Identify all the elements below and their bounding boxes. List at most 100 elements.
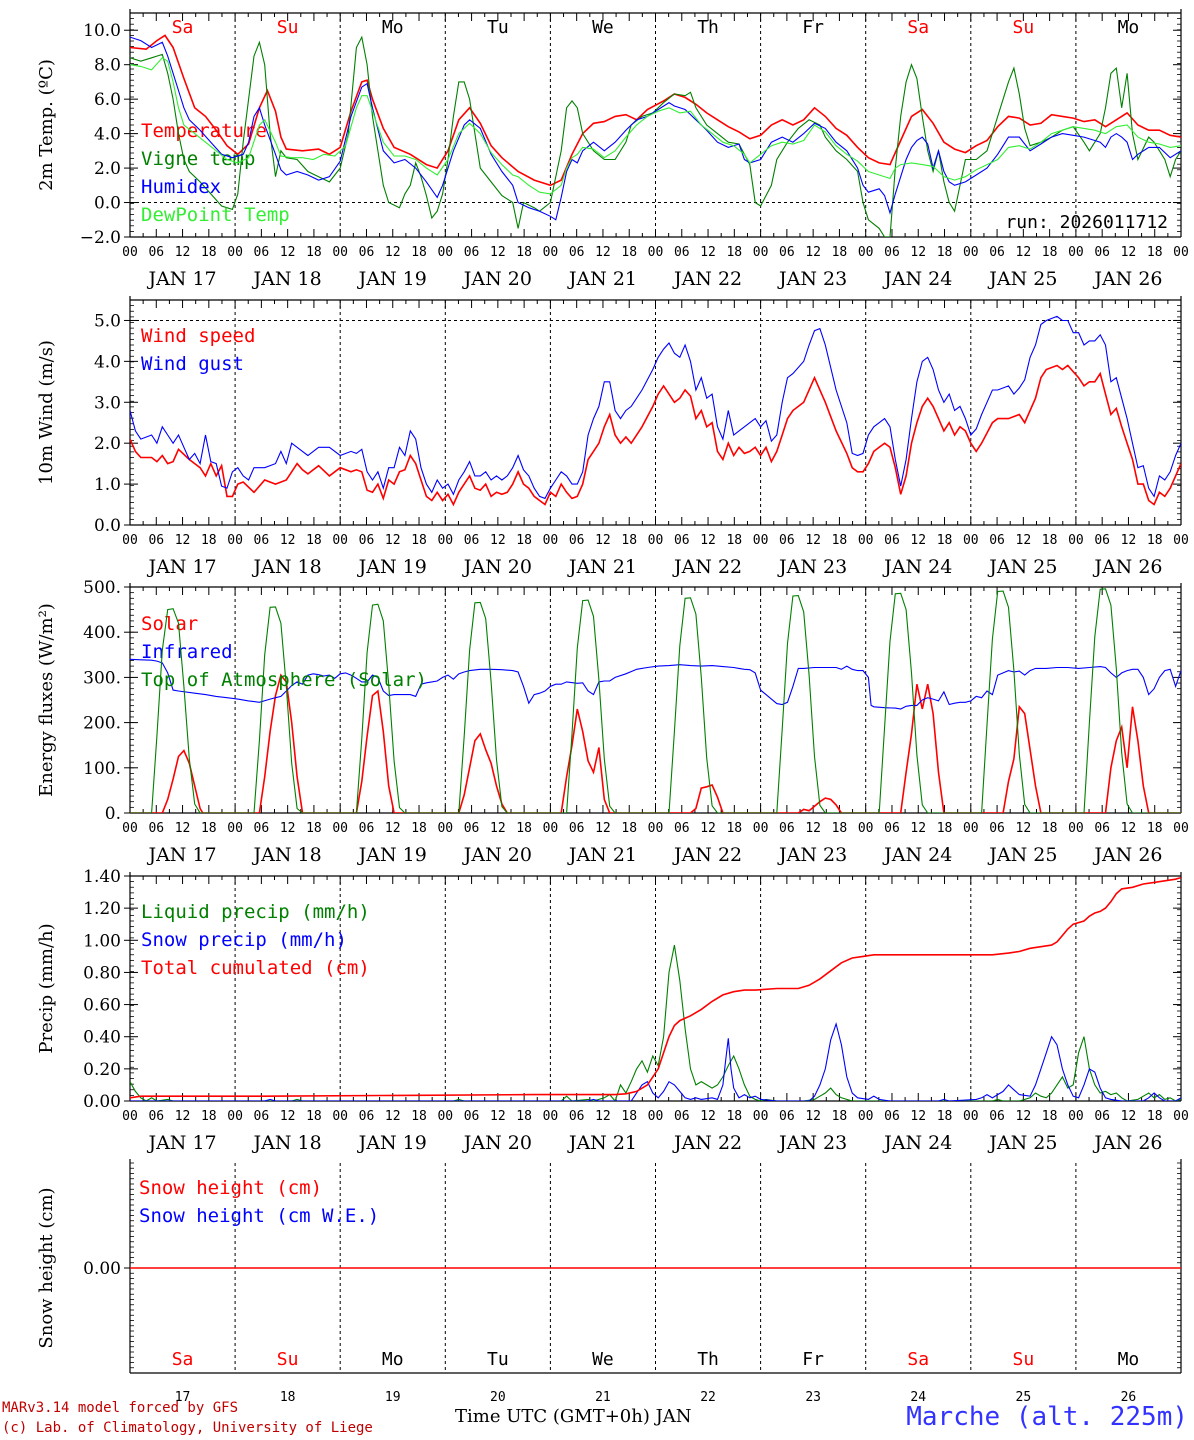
x-hour-label: 06 bbox=[254, 1109, 270, 1124]
x-hour-label: 12 bbox=[385, 1109, 401, 1124]
x-hour-label: 18 bbox=[726, 821, 742, 836]
x-date-label: JAN 22 bbox=[672, 268, 742, 290]
y-tick-label: 1.40 bbox=[83, 867, 121, 887]
x-hour-label: 06 bbox=[359, 533, 375, 548]
credit-model: MARv3.14 model forced by GFS bbox=[2, 1400, 239, 1416]
x-hour-label: 06 bbox=[464, 821, 480, 836]
x-date-label: JAN 25 bbox=[987, 268, 1057, 290]
day-name: Fr bbox=[802, 17, 824, 38]
x-date-label: JAN 24 bbox=[882, 1132, 952, 1154]
x-hour-label: 06 bbox=[989, 821, 1005, 836]
x-date-label: JAN 20 bbox=[462, 268, 532, 290]
x-hour-label: 06 bbox=[779, 533, 795, 548]
day-name: Sa bbox=[172, 17, 194, 38]
x-hour-label: 06 bbox=[254, 821, 270, 836]
x-hour-label: 06 bbox=[464, 533, 480, 548]
day-name: Su bbox=[277, 17, 299, 38]
x-hour-label: 12 bbox=[910, 533, 926, 548]
x-hour-label: 00 bbox=[227, 533, 243, 548]
x-hour-label: 12 bbox=[280, 1109, 296, 1124]
x-hour-label: 12 bbox=[175, 1109, 191, 1124]
x-date-label: JAN 24 bbox=[882, 556, 952, 578]
legend-entry: Total cumulated (cm) bbox=[141, 957, 370, 979]
day-name: Su bbox=[277, 1349, 299, 1370]
y-tick-label: 0.20 bbox=[83, 1060, 121, 1080]
x-hour-label: 18 bbox=[306, 1109, 322, 1124]
x-hour-label: 18 bbox=[621, 533, 637, 548]
x-hour-label: 00 bbox=[1173, 1109, 1189, 1124]
x-hour-label: 00 bbox=[753, 245, 769, 260]
x-hour-label: 12 bbox=[700, 533, 716, 548]
x-date-label: JAN 20 bbox=[462, 1132, 532, 1154]
legend-entry: DewPoint Temp bbox=[141, 204, 290, 226]
x-hour-label: 18 bbox=[726, 533, 742, 548]
x-hour-label: 00 bbox=[648, 533, 664, 548]
legend-entry: Snow height (cm) bbox=[139, 1177, 322, 1199]
credit-lab: (c) Lab. of Climatology, University of L… bbox=[2, 1420, 373, 1436]
y-tick-label: 100. bbox=[83, 759, 121, 779]
x-hour-label: 18 bbox=[411, 533, 427, 548]
x-hour-label: 18 bbox=[306, 821, 322, 836]
x-date-label: JAN 22 bbox=[672, 844, 742, 866]
x-hour-label: 00 bbox=[437, 533, 453, 548]
x-hour-label: 12 bbox=[1016, 245, 1032, 260]
x-hour-label: 12 bbox=[1016, 1109, 1032, 1124]
x-hour-label: 18 bbox=[411, 821, 427, 836]
x-hour-label: 06 bbox=[464, 245, 480, 260]
x-hour-label: 06 bbox=[674, 821, 690, 836]
x-hour-label: 12 bbox=[700, 821, 716, 836]
x-hour-label: 00 bbox=[858, 1109, 874, 1124]
y-tick-label: 3.0 bbox=[94, 393, 121, 413]
x-date-label: JAN 25 bbox=[987, 556, 1057, 578]
day-name: Fr bbox=[802, 1349, 824, 1370]
y-axis-title: 10m Wind (m/s) bbox=[36, 340, 57, 485]
x-hour-label: 06 bbox=[1094, 245, 1110, 260]
x-date-label: JAN 18 bbox=[252, 844, 322, 866]
x-hour-label: 00 bbox=[1068, 1109, 1084, 1124]
x-hour-label: 18 bbox=[1147, 1109, 1163, 1124]
x-hour-label: 00 bbox=[648, 821, 664, 836]
x-hour-label: 00 bbox=[858, 821, 874, 836]
x-hour-label: 00 bbox=[122, 1109, 138, 1124]
x-hour-label: 12 bbox=[1121, 1109, 1137, 1124]
x-hour-label: 06 bbox=[359, 821, 375, 836]
x-hour-label: 06 bbox=[148, 1109, 164, 1124]
x-hour-label: 12 bbox=[595, 1109, 611, 1124]
x-date-label: JAN 22 bbox=[672, 1132, 742, 1154]
x-hour-label: 12 bbox=[805, 1109, 821, 1124]
day-name: Sa bbox=[172, 1349, 194, 1370]
x-hour-label: 00 bbox=[543, 821, 559, 836]
x-hour-label: 18 bbox=[201, 533, 217, 548]
day-name: Tu bbox=[487, 17, 509, 38]
y-axis-title: Energy fluxes (W/m²) bbox=[36, 603, 57, 797]
x-hour-label: 12 bbox=[490, 1109, 506, 1124]
x-axis-title: Time UTC (GMT+0h) JAN bbox=[455, 1406, 692, 1427]
y-tick-label: 500. bbox=[83, 578, 121, 598]
x-hour-label: 18 bbox=[726, 1109, 742, 1124]
x-hour-label: 06 bbox=[884, 1109, 900, 1124]
x-hour-label: 18 bbox=[411, 1109, 427, 1124]
x-hour-label: 06 bbox=[359, 245, 375, 260]
x-hour-label: 00 bbox=[437, 245, 453, 260]
x-hour-label: 00 bbox=[963, 245, 979, 260]
x-hour-label: 00 bbox=[753, 533, 769, 548]
legend-entry: Liquid precip (mm/h) bbox=[141, 901, 370, 923]
x-hour-label: 12 bbox=[175, 821, 191, 836]
legend-entry: Solar bbox=[141, 613, 198, 635]
x-hour-label: 06 bbox=[1094, 533, 1110, 548]
x-hour-label: 12 bbox=[595, 821, 611, 836]
x-hour-label: 06 bbox=[569, 1109, 585, 1124]
x-date-label: JAN 26 bbox=[1092, 844, 1162, 866]
x-hour-label: 00 bbox=[1173, 821, 1189, 836]
series-line-infrared bbox=[130, 658, 1181, 710]
run-label: run: 2026011712 bbox=[1005, 212, 1168, 233]
y-tick-label: 0.80 bbox=[83, 963, 121, 983]
x-hour-label: 12 bbox=[595, 245, 611, 260]
x-hour-label: 12 bbox=[700, 245, 716, 260]
series-line-liquid-precip-mm-h- bbox=[130, 944, 1181, 1101]
x-hour-label: 00 bbox=[1173, 245, 1189, 260]
x-hour-label: 00 bbox=[332, 533, 348, 548]
x-hour-label: 12 bbox=[1016, 533, 1032, 548]
legend-entry: Vigne temp bbox=[141, 148, 255, 170]
x-hour-label: 06 bbox=[254, 245, 270, 260]
